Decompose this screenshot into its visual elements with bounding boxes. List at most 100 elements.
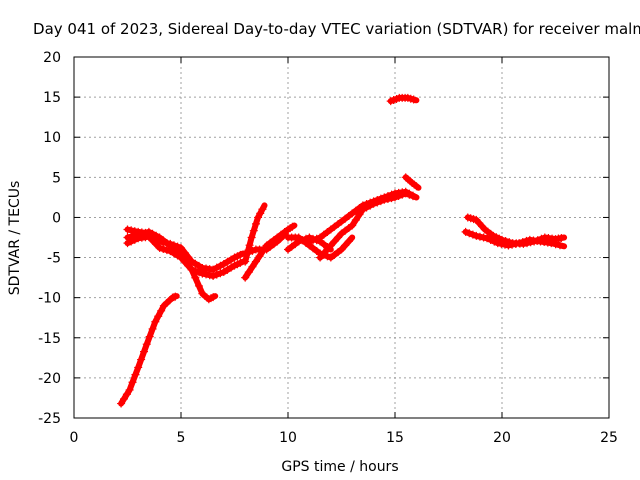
data-point-marker (251, 257, 260, 266)
data-point-marker (468, 230, 477, 239)
x-tick-label: 15 (386, 430, 404, 446)
data-point-marker (212, 263, 221, 272)
data-point-marker (171, 292, 180, 301)
data-point-marker (483, 234, 492, 243)
data-point-marker (249, 226, 258, 235)
data-point-marker (334, 233, 343, 242)
y-tick-label: -10 (38, 291, 61, 307)
data-point-marker (148, 324, 157, 333)
data-point-marker (369, 199, 378, 208)
x-tick-label: 25 (600, 430, 618, 446)
data-point-marker (391, 193, 399, 202)
y-tick-label: -5 (47, 251, 61, 267)
data-point-marker (547, 239, 556, 248)
data-point-marker (401, 189, 410, 198)
data-point-marker (216, 261, 225, 270)
data-point-marker (227, 263, 236, 272)
data-point-marker (152, 240, 161, 249)
x-tick-label: 20 (493, 430, 511, 446)
data-point-marker (504, 241, 513, 250)
y-tick-label: -25 (38, 411, 61, 427)
y-axis-label: SDTVAR / TECUs (7, 181, 23, 296)
data-point-marker (316, 253, 325, 262)
y-tick-label: 20 (43, 50, 61, 66)
plot-frame (73, 56, 610, 419)
data-point-marker (555, 241, 564, 250)
data-point-marker (309, 236, 318, 245)
x-axis-label: GPS time / hours (281, 459, 398, 475)
y-tick-label: 0 (52, 210, 61, 226)
data-point-marker (256, 209, 265, 218)
data-point-marker (490, 237, 499, 246)
data-point-marker (209, 293, 218, 302)
x-tick-label: 5 (177, 430, 186, 446)
data-point-marker (248, 246, 257, 255)
series-arc-7-11 (242, 222, 298, 281)
data-point-marker (209, 272, 218, 281)
data-point-marker (142, 340, 151, 349)
data-point-marker (130, 235, 139, 244)
data-point-marker (184, 253, 193, 262)
data-point-marker (248, 262, 257, 271)
series-group (117, 93, 568, 408)
series-arc-11-16-upper (306, 188, 420, 245)
data-point-marker (486, 235, 495, 244)
x-tick-label: 0 (70, 430, 79, 446)
data-point-marker (125, 385, 134, 394)
data-point-marker (511, 239, 520, 248)
data-point-marker (348, 221, 357, 230)
data-point-marker (202, 270, 211, 279)
data-point-marker (497, 239, 506, 248)
data-point-marker (373, 198, 382, 207)
data-point-marker (323, 245, 332, 254)
data-point-marker (187, 265, 196, 274)
data-point-marker (169, 241, 178, 250)
data-point-marker (205, 271, 214, 280)
data-point-marker (130, 227, 139, 236)
data-point-marker (472, 231, 481, 240)
data-point-marker (166, 239, 175, 248)
data-point-marker (131, 370, 140, 379)
data-point-marker (159, 238, 168, 247)
data-point-marker (551, 240, 560, 249)
data-point-marker (159, 245, 168, 254)
data-point-marker (412, 182, 421, 191)
data-point-marker (330, 237, 339, 246)
data-point-marker (241, 257, 250, 266)
grid (74, 57, 609, 418)
data-point-marker (227, 255, 236, 264)
data-point-marker (122, 390, 131, 399)
data-point-marker (258, 205, 267, 214)
data-point-marker (162, 239, 171, 248)
data-point-marker (409, 95, 418, 104)
y-tick-label: 15 (43, 90, 61, 106)
data-point-marker (180, 248, 189, 257)
data-point-marker (251, 219, 260, 228)
data-point-marker (465, 229, 474, 238)
data-point-marker (351, 216, 360, 225)
data-point-marker (493, 239, 502, 248)
y-tick-label: -20 (38, 371, 61, 387)
data-point-marker (376, 197, 385, 206)
data-point-marker (173, 251, 182, 260)
data-point-marker (123, 239, 132, 248)
data-point-marker (405, 190, 414, 199)
data-point-marker (216, 269, 225, 278)
data-point-marker (398, 190, 407, 199)
data-point-marker (479, 233, 488, 242)
data-point-marker (119, 394, 128, 403)
data-point-marker (177, 243, 185, 252)
data-point-marker (254, 213, 263, 222)
series-arc-11-16-lower (317, 190, 420, 261)
data-point-marker (247, 233, 256, 242)
data-point-marker (305, 237, 314, 246)
data-point-marker (500, 240, 509, 249)
y-tick-label: 10 (43, 130, 61, 146)
data-point-marker (137, 355, 146, 364)
data-point-marker (162, 246, 171, 255)
data-point-marker (408, 192, 417, 201)
data-point-marker (366, 201, 375, 210)
data-point-marker (319, 249, 328, 258)
data-point-marker (128, 378, 137, 387)
series-arc-low-rising (118, 293, 180, 407)
